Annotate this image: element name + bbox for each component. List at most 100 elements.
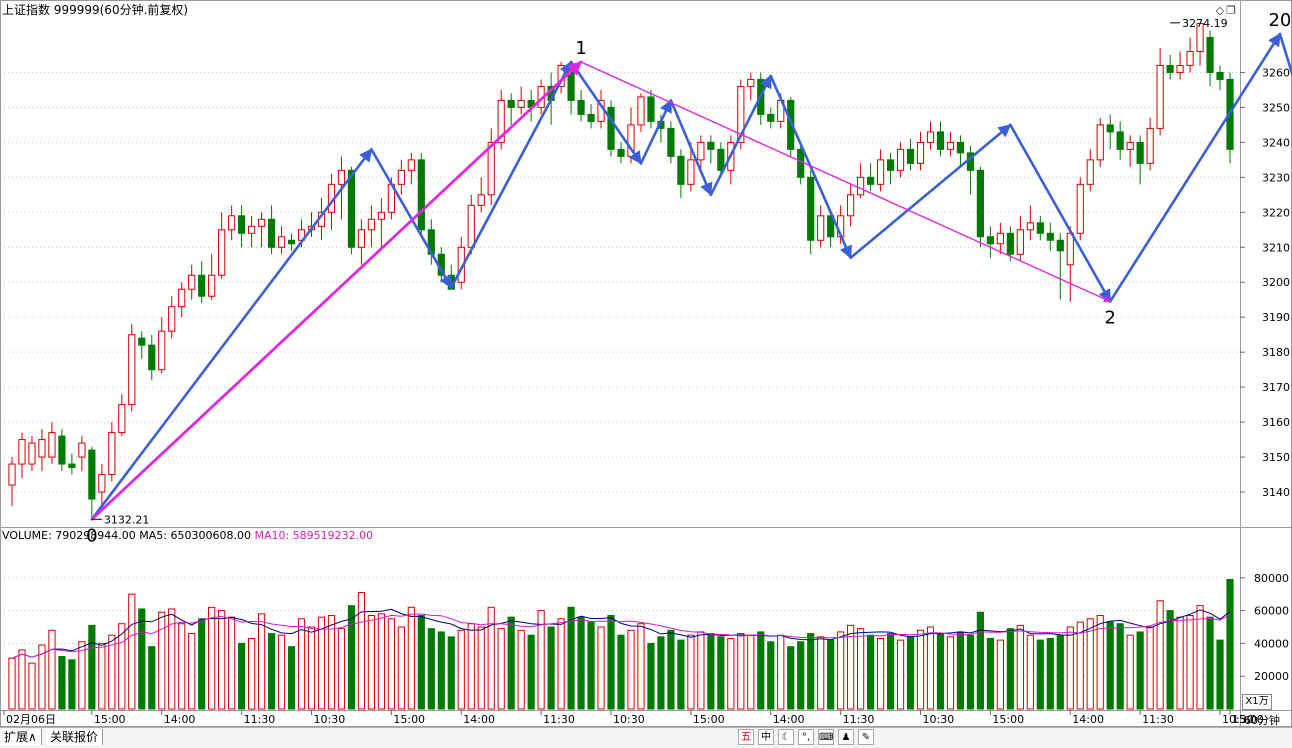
candle-body [168,306,176,332]
volume-bar [88,624,96,710]
candle-body [677,155,685,185]
candle-body [1146,127,1154,164]
candle-body [956,141,965,154]
volume-bar [387,618,395,710]
volume-bar [896,639,905,710]
moon-icon[interactable]: ☾ [778,729,794,745]
candle-body [866,176,875,185]
candle-body [38,439,46,458]
status-bar: 扩展∧ 关联报价 五 中 ☾ °, ⌨ ♟ ✎ [0,727,1292,748]
time-tick-label: 14:00 [463,713,495,726]
volume-bar [597,626,605,710]
wrench-icon[interactable]: ✎ [858,729,874,745]
volume-bar [926,626,935,710]
volume-bar [1076,621,1084,710]
volume-bar [367,615,376,710]
keyboard-icon[interactable]: ⌨ [818,729,834,745]
volume-bar [1166,610,1174,710]
volume-bar [497,628,505,710]
candle-body [1136,141,1144,164]
candle-body [587,113,595,122]
wave-line-blue [450,61,572,289]
volume-bar [427,628,435,710]
candle-body [417,159,425,231]
wave-line-blue [669,99,713,197]
candle-body [18,439,26,465]
volume-bar [1036,639,1044,710]
volume-bar [477,626,485,710]
volume-bar [1046,637,1054,710]
volume-bar [1126,634,1134,710]
punctuation-icon[interactable]: °, [798,729,814,745]
candle-body [517,99,525,108]
volume-bar [677,639,685,710]
volume-bar [637,623,645,710]
volume-tick-label: 60000 [1254,605,1289,618]
candle-body [976,169,985,238]
tab-expand[interactable]: 扩展∧ [0,729,42,745]
price-tick-label: 3210 [1262,241,1290,254]
volume-bar [507,616,515,710]
ma10-value: MA10: 589519232.00 [254,529,374,542]
wubi-icon[interactable]: 五 [738,729,754,745]
volume-bar [297,618,306,710]
candle-body [238,215,246,234]
candle-body [1016,229,1024,255]
volume-bar [218,610,226,710]
candle-body [936,131,945,150]
diamond-icon[interactable]: ◇ [1215,4,1227,17]
wave-line-magenta [580,61,1111,303]
volume-bar [1016,624,1024,710]
time-tick-label: 11:30 [543,713,575,726]
window-controls[interactable]: ◇❐ [1216,4,1238,17]
price-tick-label: 3220 [1262,206,1290,219]
price-tick-label: 3240 [1262,136,1290,149]
volume-bar [996,639,1004,710]
volume-bar [697,631,705,710]
candlestick-chart[interactable]: 3140 3150 3160 3170 3180 3190 3200 3210 3220 3230… [0,0,1292,727]
candle-body [1026,222,1034,231]
volume-bar [627,629,635,710]
volume-bar [1226,578,1234,710]
candle-body [347,169,356,248]
tab-linked-quote[interactable]: 关联报价 [46,729,104,745]
volume-bar [687,634,695,710]
candle-body [198,274,206,297]
time-tick-label: 15:00 [94,713,126,726]
volume-bar [108,634,116,710]
volume-bar [1196,605,1204,710]
volume-bar [1026,634,1034,710]
volume-bar [347,605,356,710]
ma5-value: MA5: 650300608.00 [139,529,251,542]
volume-tick-label: 40000 [1254,637,1289,650]
candle-body [467,204,475,248]
price-tick-label: 3230 [1262,171,1290,184]
candle-body [1216,71,1224,80]
price-annotation-label: 3132.21 [104,513,150,526]
user-icon[interactable]: ♟ [838,729,854,745]
volume-bar [377,613,385,710]
period-label[interactable]: 60分钟 [1244,714,1280,727]
candle-body [138,337,146,346]
restore-icon[interactable]: ❐ [1226,4,1238,17]
candle-body [487,141,495,196]
volume-bar [986,637,994,710]
candle-body [118,404,126,434]
chinese-input-icon[interactable]: 中 [758,729,774,745]
price-tick-label: 3150 [1262,451,1290,464]
candle-body [277,236,286,248]
price-tick-label: 3170 [1262,381,1290,394]
volume-bar [78,641,86,710]
volume-bar [767,641,775,710]
wave-line-blue [709,74,773,197]
volume-unit-button[interactable]: X1万 [1242,694,1272,710]
time-tick-label: 11:30 [1142,713,1174,726]
candle-body [88,449,96,500]
candle-body [128,334,136,406]
candle-body [108,432,116,476]
candle-body [717,148,725,171]
volume-bar [437,631,445,710]
volume-bar [18,649,26,710]
volume-bar [717,636,725,710]
candle-body [48,432,56,458]
